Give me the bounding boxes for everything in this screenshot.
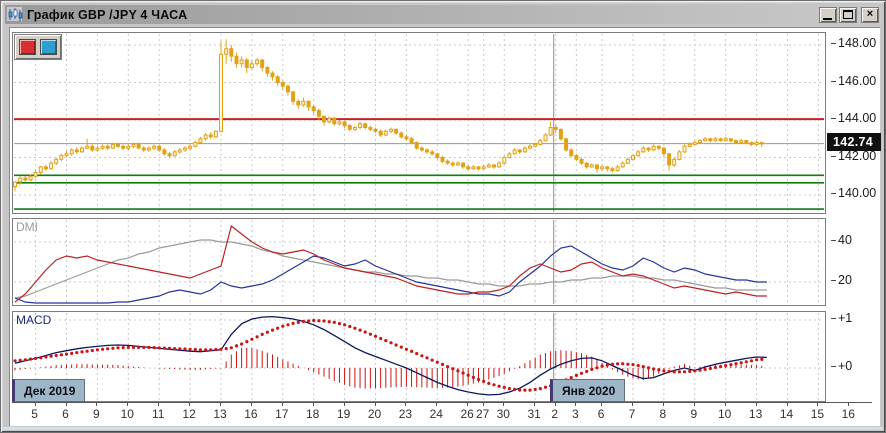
chart-region: DMI MACD Дек 2019 Янв 2020 142.74 148.00… xyxy=(9,27,881,426)
window-title: График GBP /JPY 4 ЧАСА xyxy=(27,7,188,22)
date-axis-label: 23 xyxy=(398,407,413,421)
maximize-button[interactable] xyxy=(839,6,857,23)
date-tick xyxy=(467,402,469,406)
date-tick xyxy=(848,402,850,406)
date-tick xyxy=(250,402,252,406)
macd-panel[interactable]: MACD xyxy=(12,311,826,402)
minimize-icon xyxy=(823,17,832,20)
date-tick xyxy=(189,402,191,406)
dmi-axis-label: 20 xyxy=(831,273,852,287)
macd-chart-svg xyxy=(13,313,824,400)
date-axis-label: 9 xyxy=(93,407,100,421)
date-axis-label: 17 xyxy=(275,407,289,421)
date-tick xyxy=(755,402,757,406)
dmi-panel-label: DMI xyxy=(16,220,38,234)
date-tick xyxy=(817,402,819,406)
date-tick xyxy=(503,402,505,406)
date-tick xyxy=(65,402,67,406)
date-axis-label: 7 xyxy=(628,407,636,421)
date-tick xyxy=(534,402,536,406)
date-axis-label: 12 xyxy=(182,407,196,421)
red-marker-button[interactable] xyxy=(19,39,36,55)
date-axis-label: 26 xyxy=(460,407,474,421)
current-price-box: 142.74 xyxy=(827,133,881,151)
minimize-button[interactable] xyxy=(819,6,837,23)
macd-axis-label: +1 xyxy=(830,311,853,325)
date-axis-label: 10 xyxy=(120,407,134,421)
date-axis-label: 27 xyxy=(475,407,490,421)
date-tick xyxy=(96,402,98,406)
price-axis-label: 148.00 xyxy=(830,36,877,50)
price-chart-svg xyxy=(13,34,824,212)
date-axis-label: 13 xyxy=(748,407,763,421)
marker-toolbar xyxy=(14,34,62,60)
date-axis-label: 16 xyxy=(841,407,855,421)
blue-marker-button[interactable] xyxy=(40,39,57,55)
dmi-chart-svg xyxy=(14,220,824,304)
date-tick xyxy=(693,402,695,406)
date-axis-label: 2 xyxy=(551,407,559,421)
date-tick xyxy=(724,402,726,406)
date-axis-label: 6 xyxy=(597,407,605,421)
date-axis-label: 18 xyxy=(306,407,320,421)
date-tick xyxy=(554,402,556,406)
date-tick xyxy=(405,402,407,406)
date-tick xyxy=(312,402,314,406)
date-axis-label: 8 xyxy=(659,407,667,421)
date-axis-label: 16 xyxy=(244,407,258,421)
date-axis-label: 9 xyxy=(690,407,698,421)
date-tick xyxy=(482,402,484,406)
price-panel[interactable] xyxy=(12,32,826,214)
window-bottom-edge xyxy=(3,427,883,430)
date-tick xyxy=(575,402,577,406)
price-axis-label: 146.00 xyxy=(830,73,877,88)
date-tick xyxy=(158,402,160,406)
date-axis-label: 31 xyxy=(527,407,541,421)
date-axis-label: 14 xyxy=(779,407,794,421)
date-axis-label: 19 xyxy=(336,407,351,421)
date-tick xyxy=(436,402,438,406)
date-axis-label: 10 xyxy=(718,407,732,421)
macd-axis-label: +0 xyxy=(830,359,853,373)
chart-app-icon xyxy=(7,7,23,21)
date-tick xyxy=(281,402,283,406)
price-axis-label: 142.00 xyxy=(830,148,877,163)
date-tick xyxy=(662,402,664,406)
date-tick xyxy=(786,402,788,406)
titlebar[interactable]: График GBP /JPY 4 ЧАСА × xyxy=(5,5,881,24)
month-badge-december: Дек 2019 xyxy=(12,379,86,402)
date-axis-label: 6 xyxy=(62,407,69,421)
close-button[interactable]: × xyxy=(861,6,879,23)
dmi-axis-label: 40 xyxy=(831,233,852,247)
price-axis-label: 140.00 xyxy=(830,186,877,200)
maximize-icon xyxy=(843,10,853,19)
date-axis-baseline xyxy=(12,402,872,403)
month-badge-january: Янв 2020 xyxy=(550,379,626,402)
date-axis-label: 20 xyxy=(367,407,382,421)
date-tick xyxy=(127,402,129,406)
date-axis-label: 5 xyxy=(31,407,38,421)
date-axis-label: 3 xyxy=(572,407,579,421)
date-axis-label: 24 xyxy=(429,407,443,421)
price-axis-label: 144.00 xyxy=(830,111,877,125)
date-axis-label: 13 xyxy=(213,407,227,421)
date-tick xyxy=(220,402,221,406)
date-tick xyxy=(601,402,603,406)
macd-panel-label: MACD xyxy=(16,313,52,327)
date-tick xyxy=(632,402,633,406)
date-axis-label: 11 xyxy=(151,407,165,421)
date-tick xyxy=(34,402,36,406)
date-axis-label: 15 xyxy=(810,407,825,421)
date-tick xyxy=(374,402,376,406)
date-tick xyxy=(343,402,345,406)
dmi-panel[interactable]: DMI xyxy=(12,218,826,306)
date-axis-label: 30 xyxy=(496,407,510,421)
